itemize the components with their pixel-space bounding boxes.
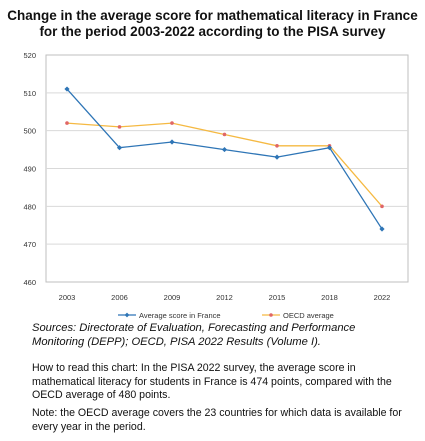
- data-point-france: [326, 145, 333, 151]
- y-tick-label: 490: [23, 165, 36, 174]
- data-point-oecd: [65, 121, 69, 125]
- x-tick-label: 2022: [374, 293, 391, 302]
- x-tick-label: 2012: [216, 293, 233, 302]
- legend-marker-france: [124, 312, 130, 318]
- x-tick-label: 2018: [321, 293, 338, 302]
- y-tick-label: 500: [23, 127, 36, 136]
- data-point-france: [379, 226, 385, 232]
- y-tick-label: 470: [23, 240, 36, 249]
- legend-label-oecd: OECD average: [283, 311, 334, 320]
- chart-title: Change in the average score for mathemat…: [7, 8, 418, 39]
- x-tick-label: 2006: [111, 293, 128, 302]
- how-to-read-text: How to read this chart: In the PISA 2022…: [32, 362, 392, 402]
- chart-sources: Sources: Directorate of Evaluation, Fore…: [32, 322, 356, 348]
- y-tick-label: 510: [23, 89, 36, 98]
- data-point-oecd: [222, 132, 227, 137]
- y-tick-label: 520: [23, 51, 36, 60]
- line-chart: 460 470 480 490 500 510 520 2003 2006 2009 2012 201…: [0, 44, 425, 320]
- x-tick-label: 2015: [269, 293, 286, 302]
- y-tick-label: 460: [23, 278, 36, 287]
- legend-marker-oecd: [269, 313, 273, 317]
- data-point-oecd: [117, 125, 122, 129]
- data-point-france: [221, 146, 228, 153]
- chart-svg: 460 470 480 490 500 510 520 2003 2006 2009 2012 201…: [23, 51, 409, 320]
- data-point-oecd: [275, 144, 279, 148]
- x-tick-label: 2003: [59, 293, 76, 302]
- x-tick-label: 2009: [164, 293, 181, 302]
- data-point-france: [274, 154, 280, 160]
- data-point-oecd: [380, 204, 384, 209]
- legend-label-france: Average score in France: [139, 311, 221, 320]
- y-tick-label: 480: [23, 202, 36, 211]
- chart-note: Note: the OECD average covers the 23 cou…: [32, 407, 402, 433]
- data-point-france: [64, 86, 70, 92]
- data-point-france: [169, 139, 175, 145]
- data-point-oecd: [170, 121, 174, 125]
